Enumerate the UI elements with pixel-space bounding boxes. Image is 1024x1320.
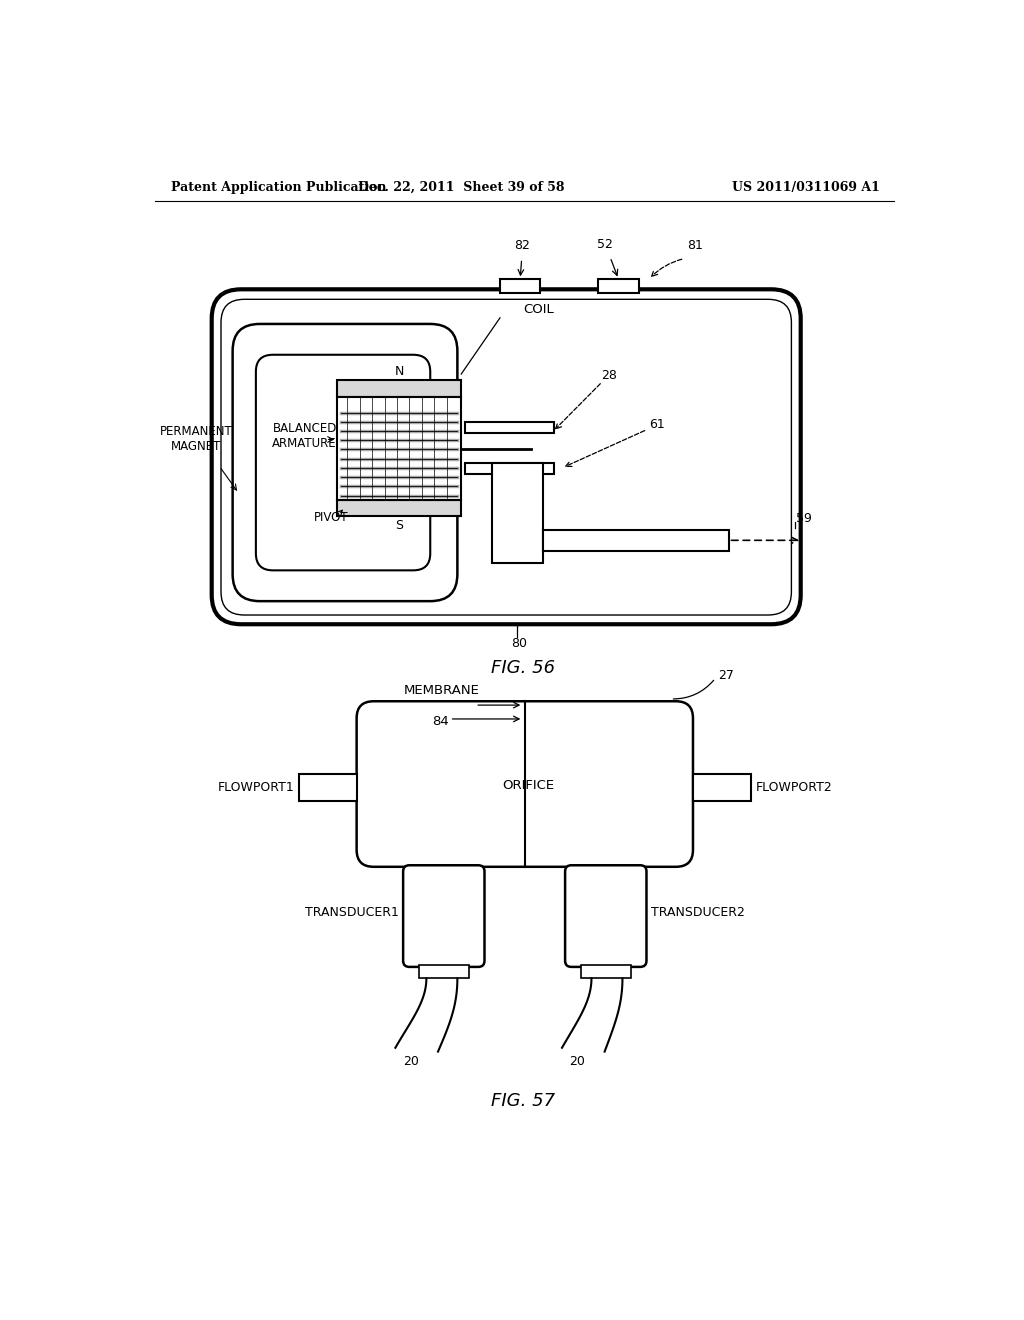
Text: 81: 81	[687, 239, 703, 252]
Bar	[299, 775, 356, 801]
Text: 20: 20	[402, 1056, 419, 1068]
FancyBboxPatch shape	[356, 701, 693, 867]
Text: 80: 80	[511, 638, 527, 651]
Text: COIL: COIL	[523, 304, 554, 317]
Text: TRANSDUCER1: TRANSDUCER1	[305, 907, 399, 920]
Bar	[581, 965, 631, 978]
Text: BALANCED
ARMATURE: BALANCED ARMATURE	[272, 421, 337, 450]
Bar	[337, 380, 461, 397]
Text: FLOWPORT2: FLOWPORT2	[756, 781, 833, 795]
Text: 52: 52	[597, 238, 613, 251]
Bar	[337, 499, 461, 516]
Text: 27: 27	[719, 669, 734, 682]
FancyBboxPatch shape	[212, 289, 801, 624]
FancyBboxPatch shape	[232, 323, 458, 601]
FancyBboxPatch shape	[565, 866, 646, 966]
Bar	[543, 529, 729, 552]
Bar	[500, 280, 541, 293]
Bar	[419, 965, 469, 978]
Bar	[337, 397, 461, 499]
Text: FLOWPORT1: FLOWPORT1	[218, 781, 295, 795]
Bar	[465, 422, 554, 433]
Text: 20: 20	[569, 1056, 586, 1068]
Text: FIG. 56: FIG. 56	[492, 659, 555, 677]
Bar	[598, 280, 639, 293]
Text: FIG. 57: FIG. 57	[492, 1092, 555, 1110]
Text: TRANSDUCER2: TRANSDUCER2	[651, 907, 745, 920]
FancyBboxPatch shape	[256, 355, 430, 570]
Bar	[493, 462, 543, 562]
Bar	[465, 462, 554, 474]
Text: 28: 28	[601, 370, 616, 381]
Text: Patent Application Publication: Patent Application Publication	[171, 181, 386, 194]
Text: S: S	[395, 519, 403, 532]
Text: Dec. 22, 2011  Sheet 39 of 58: Dec. 22, 2011 Sheet 39 of 58	[358, 181, 564, 194]
Text: 84: 84	[432, 715, 449, 729]
Text: 61: 61	[649, 417, 665, 430]
Text: 59: 59	[796, 512, 812, 525]
Text: PERMANENT
MAGNET: PERMANENT MAGNET	[160, 425, 232, 454]
Bar	[693, 775, 751, 801]
FancyBboxPatch shape	[403, 866, 484, 966]
Text: ORIFICE: ORIFICE	[503, 779, 555, 792]
Text: MEMBRANE: MEMBRANE	[403, 684, 480, 697]
Text: N: N	[394, 364, 403, 378]
Text: PIVOT: PIVOT	[314, 511, 348, 524]
Text: 82: 82	[514, 239, 529, 252]
Text: US 2011/0311069 A1: US 2011/0311069 A1	[732, 181, 880, 194]
